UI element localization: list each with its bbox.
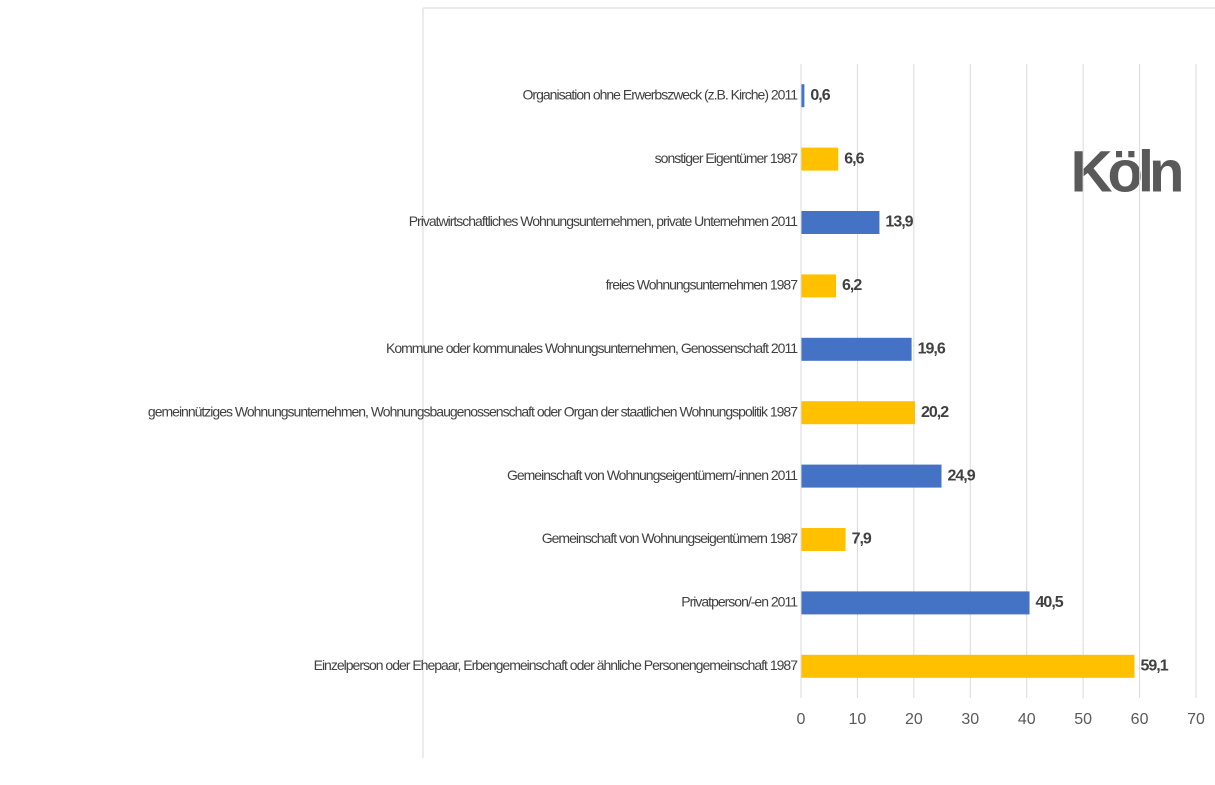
data-label: 20,2 <box>921 404 949 421</box>
y-tick-label: gemeinnütziges Wohnungsunternehmen, Wohn… <box>148 403 798 419</box>
bar <box>801 591 1030 615</box>
data-label: 40,5 <box>1036 594 1064 611</box>
data-label: 6,6 <box>844 150 864 167</box>
data-label: 7,9 <box>852 531 872 548</box>
y-tick-label: Gemeinschaft von Wohnungseigentümern/-in… <box>507 467 798 483</box>
bar <box>801 211 880 234</box>
bar <box>801 464 942 488</box>
y-tick-label: freies Wohnungsunternehmen 1987 <box>606 277 799 293</box>
bar <box>801 274 836 298</box>
x-tick-label: 70 <box>1187 711 1205 728</box>
y-tick-label: Kommune oder kommunales Wohnungsunterneh… <box>386 340 798 356</box>
data-label: 13,9 <box>885 214 913 231</box>
data-label: 24,9 <box>948 467 976 484</box>
y-tick-label: Privatwirtschaftliches Wohnungsunternehm… <box>409 213 798 229</box>
data-label: 0,6 <box>810 87 830 104</box>
bar <box>801 528 846 551</box>
bar <box>801 654 1135 678</box>
x-tick-label: 60 <box>1131 711 1149 728</box>
data-label: 59,1 <box>1140 658 1168 675</box>
y-tick-label: sonstiger Eigentümer 1987 <box>655 150 799 166</box>
data-label: 19,6 <box>918 341 946 358</box>
chart-title: Köln <box>1071 139 1181 204</box>
bar <box>801 401 915 425</box>
x-tick-label: 50 <box>1074 711 1092 728</box>
x-tick-label: 0 <box>797 711 806 728</box>
x-tick-label: 30 <box>961 711 979 728</box>
y-tick-label: Einzelperson oder Ehepaar, Erbengemeinsc… <box>314 657 799 673</box>
y-tick-label: Gemeinschaft von Wohnungseigentümern 198… <box>542 530 798 546</box>
y-tick-label: Organisation ohne Erwerbszweck (z.B. Kir… <box>523 86 799 102</box>
data-label: 6,2 <box>842 277 862 294</box>
y-tick-label: Privatperson/-en 2011 <box>681 594 798 610</box>
x-tick-label: 20 <box>905 711 923 728</box>
bar <box>801 337 912 361</box>
x-tick-label: 40 <box>1018 711 1036 728</box>
bar <box>801 84 805 108</box>
x-tick-label: 10 <box>849 711 867 728</box>
bar <box>801 147 839 171</box>
